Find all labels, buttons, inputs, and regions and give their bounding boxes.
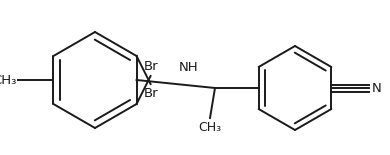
- Text: N: N: [371, 82, 381, 95]
- Text: Br: Br: [143, 87, 158, 100]
- Text: CH₃: CH₃: [199, 121, 222, 134]
- Text: CH₃: CH₃: [0, 73, 16, 86]
- Text: Br: Br: [143, 60, 158, 73]
- Text: NH: NH: [179, 61, 199, 74]
